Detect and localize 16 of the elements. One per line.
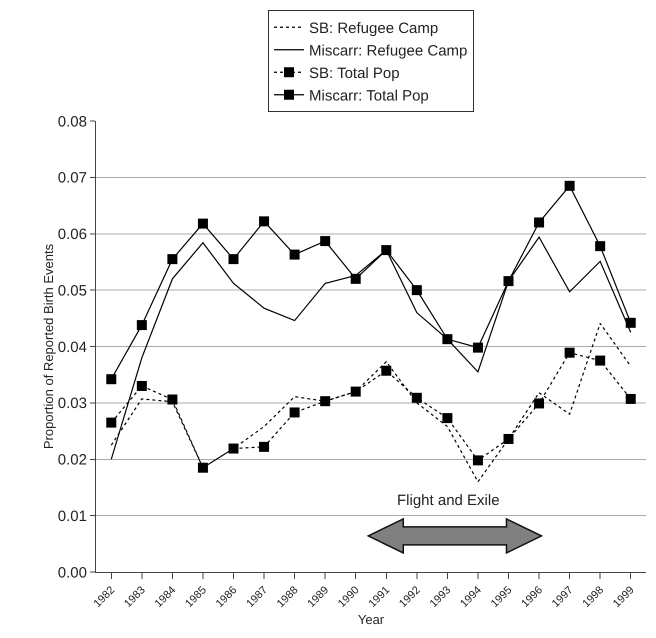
legend-label: Miscarr: Total Pop	[309, 88, 429, 105]
x-axis-title: Year	[358, 612, 385, 628]
y-tick-label: 0.06	[58, 226, 87, 243]
y-tick-label: 0.05	[58, 282, 87, 300]
y-tick-label: 0.07	[58, 170, 87, 187]
y-tick-label: 0.03	[58, 395, 87, 412]
legend-label: SB: Total Pop	[309, 65, 400, 82]
y-tick-label: 0.00	[58, 564, 87, 582]
y-tick-label: 0.08	[58, 113, 87, 130]
annotation: Flight and Exile	[397, 492, 500, 509]
y-tick-label: 0.04	[58, 338, 87, 356]
legend-label: SB: Refugee Camp	[309, 20, 438, 38]
y-tick-label: 0.02	[58, 452, 87, 468]
y-tick-label: 0.01	[58, 508, 87, 525]
y-axis-title: Proportion of Reported Birth Events	[40, 243, 56, 450]
legend-label: Miscarr: Refugee Camp	[309, 42, 468, 60]
